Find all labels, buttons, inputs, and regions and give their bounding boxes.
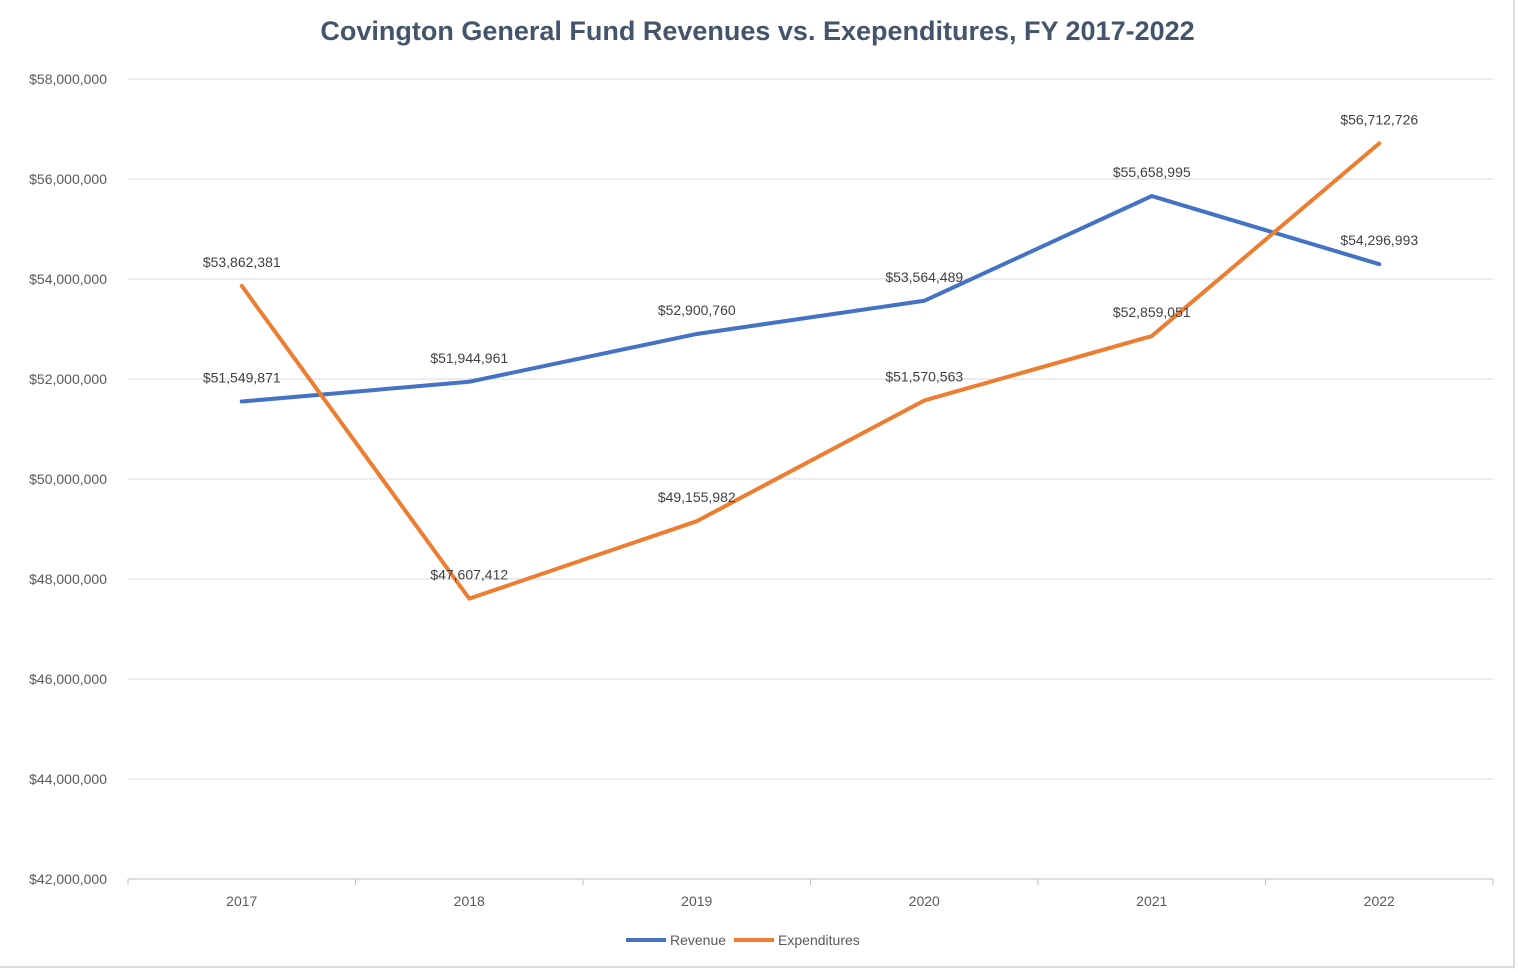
chart-title: Covington General Fund Revenues vs. Exep… [320, 16, 1195, 46]
legend-swatch-expenditures [734, 938, 775, 942]
data-label: $54,296,993 [1340, 232, 1418, 248]
data-label: $51,570,563 [885, 368, 963, 384]
x-tick-label: 2020 [909, 893, 940, 909]
legend: Revenue Expenditures [626, 932, 868, 948]
data-label: $49,155,982 [658, 489, 736, 505]
data-label: $51,549,871 [203, 370, 281, 386]
y-tick-label: $48,000,000 [29, 571, 107, 587]
y-tick-label: $42,000,000 [29, 871, 107, 887]
x-tick-label: 2022 [1364, 893, 1395, 909]
y-tick-label: $50,000,000 [29, 471, 107, 487]
data-label: $47,607,412 [430, 567, 508, 583]
legend-item-revenue: Revenue [626, 932, 726, 948]
data-label: $52,900,760 [658, 302, 736, 318]
data-label: $55,658,995 [1113, 164, 1191, 180]
data-label: $52,859,051 [1113, 304, 1191, 320]
legend-label-expenditures: Expenditures [778, 932, 860, 948]
series-line-expenditures [239, 141, 1382, 601]
x-tick-label: 2021 [1136, 893, 1167, 909]
data-label: $53,564,489 [885, 269, 963, 285]
y-tick-label: $44,000,000 [29, 771, 107, 787]
x-tick-label: 2017 [226, 893, 257, 909]
y-tick-label: $52,000,000 [29, 371, 107, 387]
legend-swatch-revenue [626, 938, 666, 942]
x-tick-label: 2019 [681, 893, 712, 909]
legend-label-revenue: Revenue [670, 932, 727, 948]
y-tick-label: $56,000,000 [29, 171, 107, 187]
y-tick-label: $58,000,000 [29, 71, 107, 87]
data-label: $51,944,961 [430, 350, 508, 366]
legend-item-expenditures: Expenditures [734, 932, 860, 948]
y-tick-label: $54,000,000 [29, 271, 107, 287]
y-tick-label: $46,000,000 [29, 671, 107, 687]
data-label: $53,862,381 [203, 254, 281, 270]
series-line-revenue [239, 194, 1382, 404]
x-tick-label: 2018 [454, 893, 485, 909]
data-label: $56,712,726 [1340, 111, 1418, 127]
